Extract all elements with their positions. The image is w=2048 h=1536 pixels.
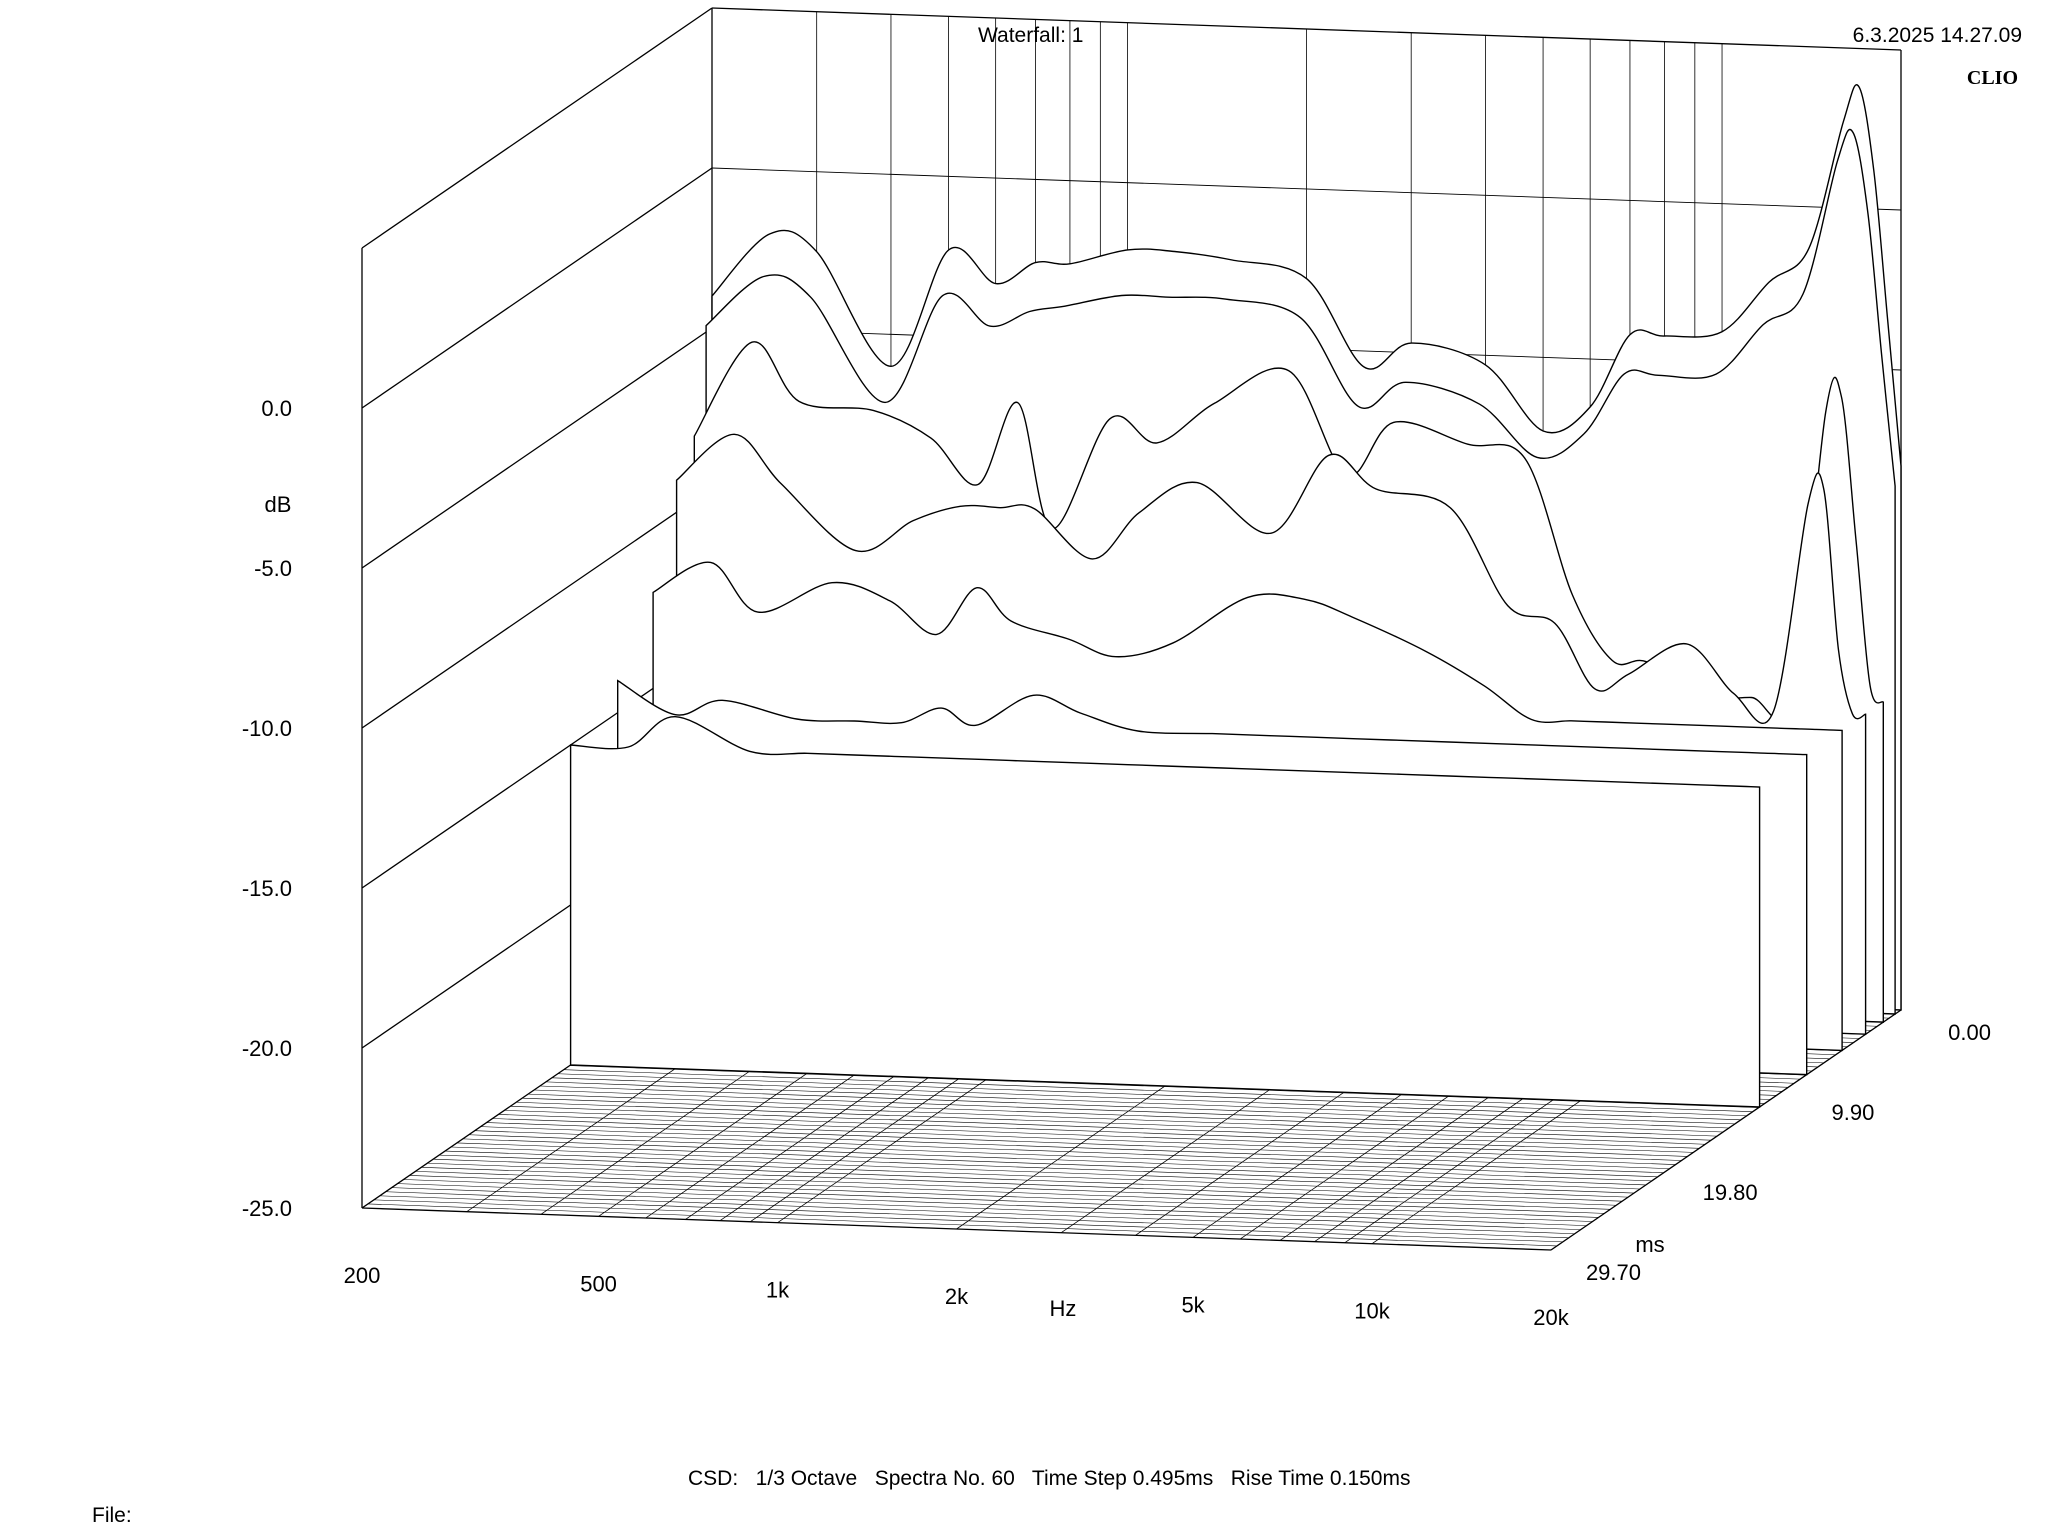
floor-time-line-56 xyxy=(379,1195,1569,1239)
floor-time-line-28 xyxy=(545,1081,1735,1125)
chart-title: Waterfall: 1 xyxy=(978,24,1084,47)
floor-time-line-41 xyxy=(468,1134,1658,1178)
brand-logo: CLIO xyxy=(1966,67,2018,89)
floor-time-line-51 xyxy=(409,1175,1599,1218)
floor-time-line-57 xyxy=(373,1199,1563,1243)
x-tick-label-5: 10k xyxy=(1354,1299,1390,1324)
floor-time-line-38 xyxy=(486,1122,1676,1165)
left-wall-gridline-1 xyxy=(361,327,713,569)
y-tick-label-3: -15.0 xyxy=(242,876,292,901)
floor-time-line-42 xyxy=(462,1138,1652,1182)
timestamp: 6.3.2025 14.27.09 xyxy=(1852,24,2022,47)
floor-time-line-48 xyxy=(427,1162,1617,1206)
floor-time-line-58 xyxy=(367,1203,1557,1247)
floor-time-line-26 xyxy=(557,1073,1747,1117)
y-tick-label-0: 0.0 xyxy=(261,396,292,421)
floor-time-line-46 xyxy=(439,1154,1629,1198)
x-axis-title: Hz xyxy=(1050,1296,1077,1321)
z-tick-label-1: 9.90 xyxy=(1832,1100,1875,1125)
left-wall-gridline-0 xyxy=(361,167,713,409)
floor-time-line-36 xyxy=(498,1114,1688,1157)
x-tick-label-1: 500 xyxy=(580,1271,617,1296)
y-tick-label-2: -10.0 xyxy=(242,716,292,741)
floor-time-line-44 xyxy=(450,1146,1640,1190)
x-tick-label-6: 20k xyxy=(1533,1305,1569,1330)
z-tick-label-3: 29.70 xyxy=(1586,1260,1641,1285)
floor-time-line-54 xyxy=(391,1187,1581,1230)
floor-time-line-59 xyxy=(361,1207,1552,1251)
spectrum-slice-6 xyxy=(569,715,1761,1108)
floor-time-line-49 xyxy=(421,1167,1611,1210)
x-tick-label-2: 1k xyxy=(766,1278,790,1303)
y-tick-label-1: -5.0 xyxy=(254,556,292,581)
floor-time-line-31 xyxy=(528,1093,1718,1137)
left-wall-gridline-2 xyxy=(361,487,713,729)
z-axis-title: ms xyxy=(1635,1232,1664,1257)
floor-time-line-25 xyxy=(563,1069,1753,1112)
y-axis-title: dB xyxy=(265,492,292,517)
floor-time-line-50 xyxy=(415,1171,1605,1214)
floor-time-line-55 xyxy=(385,1191,1575,1235)
floor-time-line-35 xyxy=(504,1110,1694,1153)
floor-time-line-43 xyxy=(456,1142,1646,1186)
left-top-edge xyxy=(361,7,713,249)
x-tick-label-0: 200 xyxy=(344,1263,381,1288)
floor-time-line-30 xyxy=(534,1089,1724,1133)
y-tick-label-4: -20.0 xyxy=(242,1036,292,1061)
floor-time-line-37 xyxy=(492,1118,1682,1161)
floor-time-line-47 xyxy=(433,1158,1623,1202)
floor-time-line-53 xyxy=(397,1183,1587,1226)
floor-time-line-27 xyxy=(551,1077,1741,1121)
floor-time-line-39 xyxy=(480,1126,1670,1169)
z-tick-label-0: 0.00 xyxy=(1948,1020,1991,1045)
floor-time-line-34 xyxy=(510,1106,1700,1149)
floor-time-line-32 xyxy=(522,1097,1712,1141)
spectra-slices xyxy=(569,84,1902,1108)
floor-time-line-29 xyxy=(539,1085,1729,1129)
axis-labels: dB Hz ms 0.0 -5.0 -10.0 -15.0 -20.0 -25.0 200 5… xyxy=(242,396,1991,1330)
z-tick-label-2: 19.80 xyxy=(1703,1180,1758,1205)
x-tick-label-3: 2k xyxy=(945,1284,969,1309)
floor-time-line-40 xyxy=(474,1130,1664,1173)
x-tick-label-4: 5k xyxy=(1181,1292,1205,1317)
floor-time-line-33 xyxy=(516,1101,1706,1145)
footer-settings: CSD: 1/3 Octave Spectra No. 60 Time Step… xyxy=(688,1467,1411,1490)
floor-time-line-52 xyxy=(403,1179,1593,1222)
y-tick-label-5: -25.0 xyxy=(242,1196,292,1221)
file-label: File: xyxy=(92,1504,132,1527)
floor-time-line-45 xyxy=(445,1150,1635,1194)
